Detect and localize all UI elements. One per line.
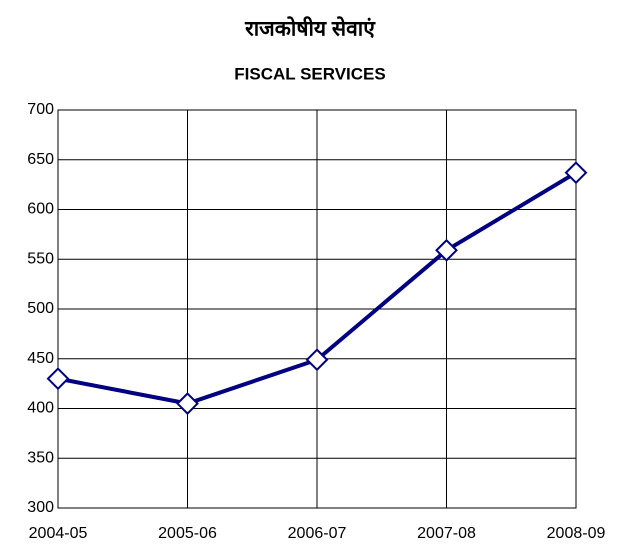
y-tick-label: 700 <box>27 101 54 118</box>
data-point <box>435 238 458 262</box>
y-tick-label: 350 <box>27 449 54 466</box>
y-tick-label: 450 <box>27 350 54 367</box>
data-point <box>46 367 70 391</box>
x-tick-label: 2007-08 <box>417 525 476 542</box>
chart-subtitle: FISCAL SERVICES <box>234 64 385 83</box>
x-tick-label: 2005-06 <box>158 525 217 542</box>
y-tick-label: 600 <box>27 201 54 218</box>
x-tick-label: 2004-05 <box>29 525 88 542</box>
data-point <box>305 348 329 372</box>
plot-border <box>57 109 577 509</box>
y-tick-label: 550 <box>27 250 54 267</box>
data-point <box>564 161 588 185</box>
y-tick-label: 300 <box>27 499 54 516</box>
y-tick-label: 650 <box>27 151 54 168</box>
y-tick-label: 400 <box>27 400 54 417</box>
data-point <box>176 392 199 415</box>
x-tick-label: 2006-07 <box>288 525 347 542</box>
y-tick-label: 500 <box>27 300 54 317</box>
x-tick-label: 2008-09 <box>547 525 606 542</box>
chart-title: राजकोषीय सेवाएं <box>244 16 376 41</box>
